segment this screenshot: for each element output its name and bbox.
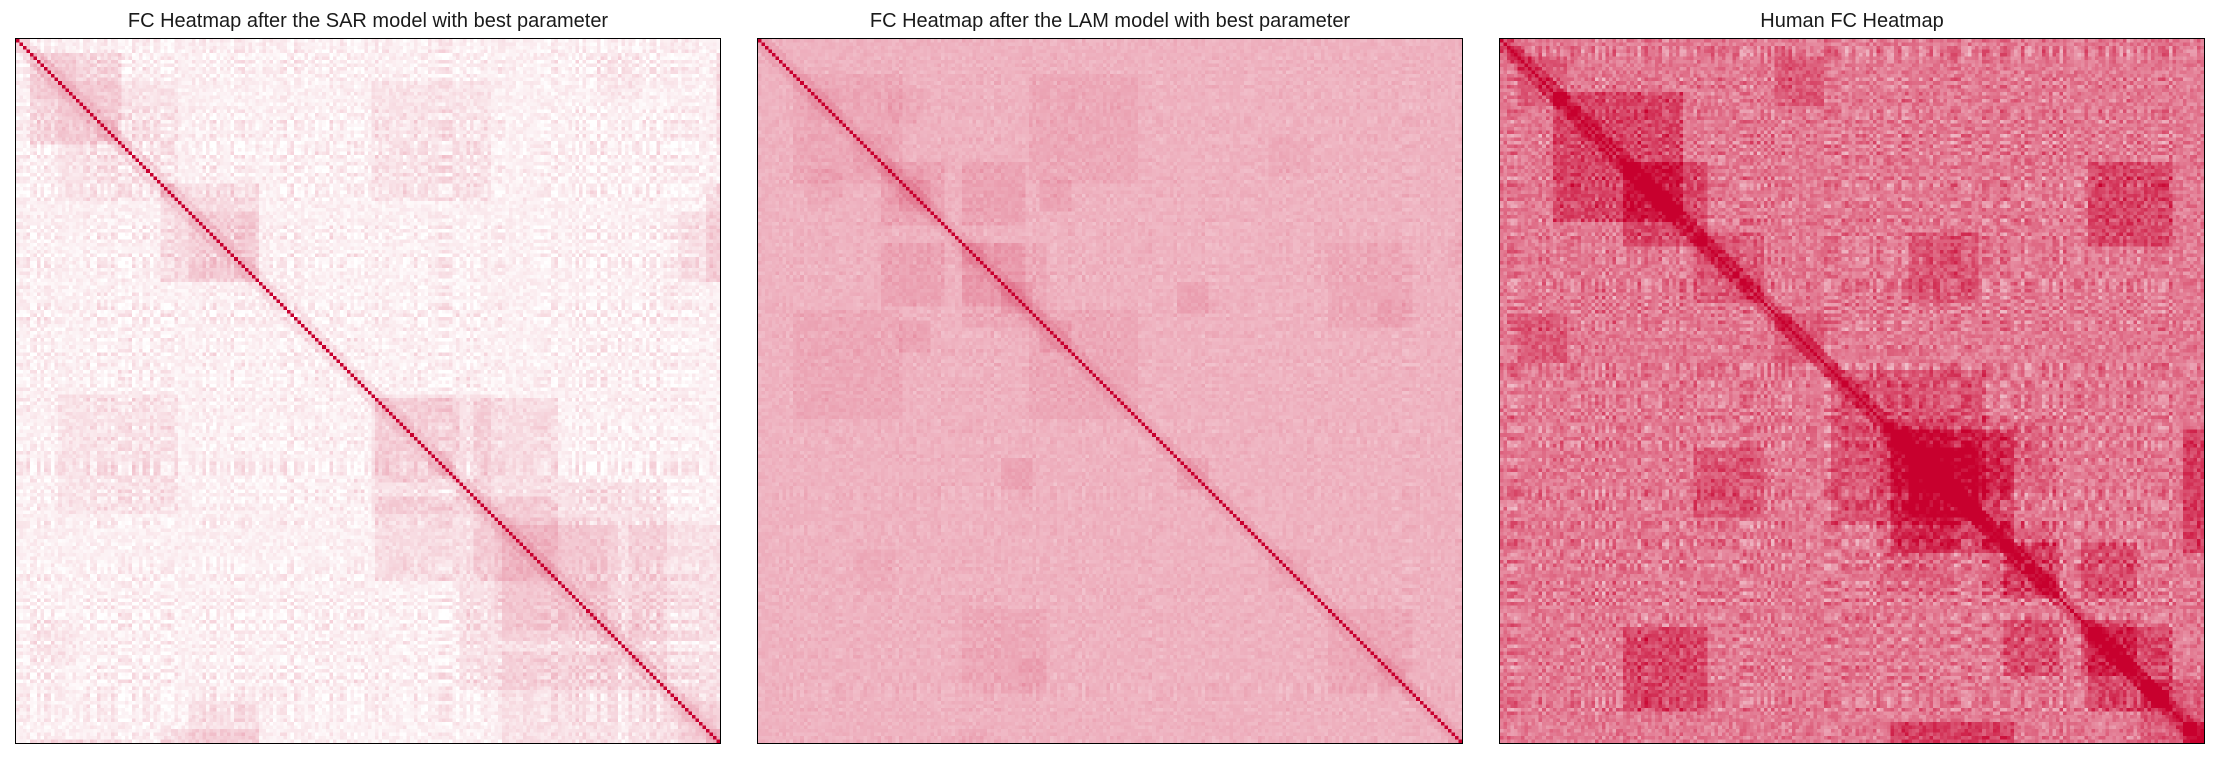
heatmap-matrix-lam [758, 39, 1462, 743]
chart-title-sar: FC Heatmap after the SAR model with best… [127, 10, 609, 32]
heatmap-matrix-human [1500, 39, 2204, 743]
chart-title-human: Human FC Heatmap [1760, 10, 1944, 32]
heatmap-panel-sar: FC Heatmap after the SAR model with best… [15, 0, 721, 758]
heatmap-plot-area-lam [757, 38, 1463, 744]
heatmap-plot-area-human [1499, 38, 2205, 744]
heatmap-panel-human: Human FC Heatmap [1499, 0, 2205, 758]
heatmap-plot-area-sar [15, 38, 721, 744]
heatmap-matrix-sar [16, 39, 720, 743]
chart-title-lam: FC Heatmap after the LAM model with best… [869, 10, 1351, 32]
heatmap-panel-lam: FC Heatmap after the LAM model with best… [757, 0, 1463, 758]
